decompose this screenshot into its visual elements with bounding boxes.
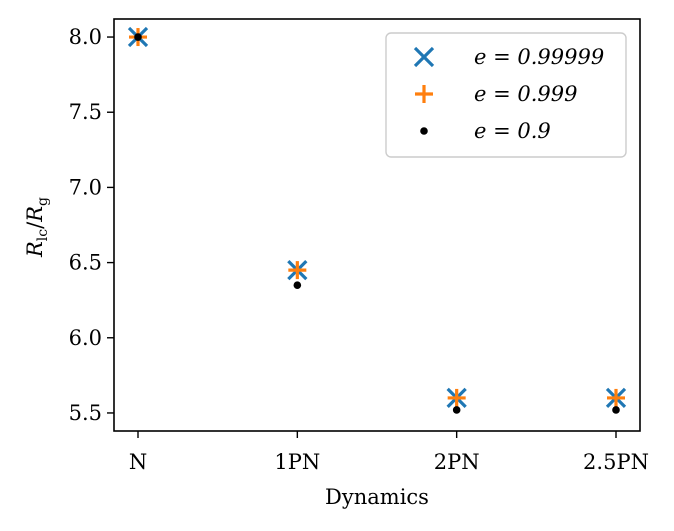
data-point xyxy=(607,388,625,407)
y-tick-label: 7.0 xyxy=(69,175,102,199)
data-point xyxy=(612,406,620,414)
x-axis-label: Dynamics xyxy=(325,485,429,509)
y-axis-label-sep: / xyxy=(23,221,47,229)
legend-entry-label: e = 0.99999 xyxy=(474,45,604,69)
x-tick-label: 2PN xyxy=(434,450,480,474)
legend-marker xyxy=(413,46,435,68)
x-tick-label: 1PN xyxy=(274,450,320,474)
y-tick-label: 8.0 xyxy=(69,25,102,49)
y-axis-label-main: R xyxy=(23,241,47,258)
plot-area xyxy=(113,18,641,432)
data-point xyxy=(452,406,461,414)
x-axis: N 1PN 2PN 2.5PN xyxy=(129,431,649,474)
x-tick-label: N xyxy=(129,450,147,474)
y-axis: 5.5 6.0 6.5 7.0 7.5 8.0 xyxy=(69,25,114,425)
series-3 xyxy=(134,33,620,414)
legend-marker xyxy=(415,85,433,103)
y-tick-label: 6.0 xyxy=(69,326,102,350)
y-tick-label: 5.5 xyxy=(69,401,102,425)
data-point xyxy=(288,261,307,280)
series-layer xyxy=(127,26,627,414)
axes-frame xyxy=(113,18,641,432)
x-tick-label: 2.5PN xyxy=(583,450,649,474)
y-axis-label-main2: R xyxy=(23,206,47,223)
legend-marker xyxy=(420,127,428,135)
y-tick-label: 6.5 xyxy=(69,251,102,275)
data-point xyxy=(293,281,302,289)
legend: e = 0.99999 e = 0.999 e = 0.9 xyxy=(385,32,627,158)
legend-entry-label: e = 0.9 xyxy=(474,119,551,143)
y-axis-label: Rlc/Rg xyxy=(23,197,51,258)
data-point xyxy=(447,388,466,407)
legend-box xyxy=(385,32,627,158)
y-tick-label: 7.5 xyxy=(69,100,102,124)
legend-entry-label: e = 0.999 xyxy=(474,82,578,106)
data-point xyxy=(134,33,142,41)
y-axis-label-sub1: lc xyxy=(35,229,51,241)
y-axis-label-sub2: g xyxy=(35,197,51,206)
series-2 xyxy=(129,28,625,407)
